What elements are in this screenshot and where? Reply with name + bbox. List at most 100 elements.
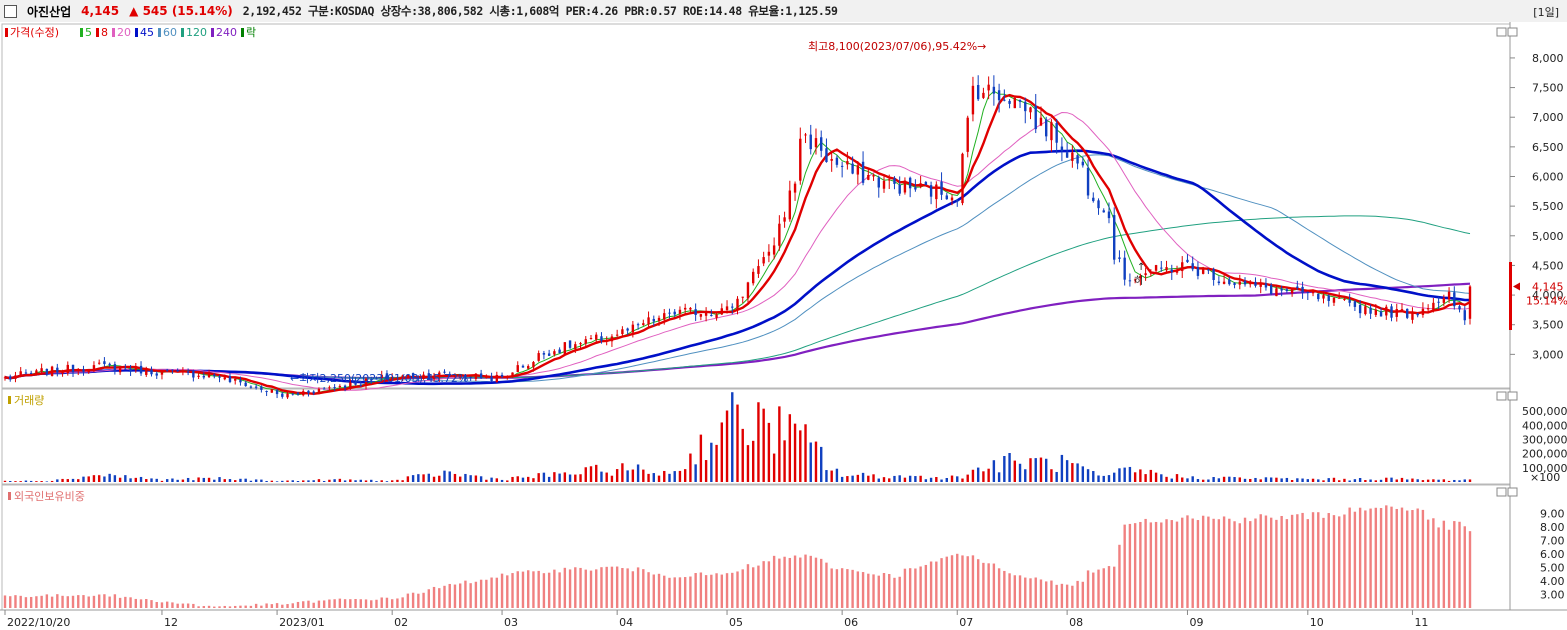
foreign-ratio-bar [898,576,901,608]
volume-bar [192,480,195,482]
period-selector[interactable]: [1일] [1533,6,1559,19]
candle-body [500,374,504,377]
candle-body [595,334,598,340]
candle-body [1406,308,1409,318]
candle-body [77,369,80,371]
foreign-ratio-bar [1322,517,1325,608]
foreign-ratio-bar [1050,580,1053,608]
foreign-ratio-bar [914,568,917,608]
candle-body [1024,101,1027,112]
foreign-ratio-bar [532,571,535,608]
foreign-ratio-bar [66,596,69,608]
volume-bar [19,481,22,482]
volume-bar [992,460,996,482]
volume-bar [1306,479,1310,482]
legend-label: 45 [140,26,154,39]
candle-body [260,386,263,390]
foreign-ratio-bar [364,599,368,608]
foreign-ratio-bar [605,566,608,608]
volume-bar [9,480,12,482]
candle-body [919,183,922,187]
volume-bar [296,481,300,482]
time-tick-label: 08 [1069,616,1083,629]
volume-tick-label: 100,000 [1522,462,1567,475]
volume-bar [207,477,211,482]
volume-bar [642,469,645,482]
foreign-ratio-bar [1442,520,1446,608]
candle-body [914,187,917,190]
volume-bar [328,479,331,482]
candle-body [778,223,781,246]
volume-bar [814,441,818,482]
candle-body [1207,269,1210,271]
volume-bar [270,480,274,482]
foreign-ratio-bar [736,571,739,608]
candle-body [882,180,886,189]
volume-bar [113,475,117,482]
candle-body [474,373,478,379]
volume-bar [877,478,880,482]
volume-bar [626,470,629,482]
candle-body [736,298,739,310]
candle-body [689,307,692,310]
candle-body [1097,200,1100,209]
candle-body [840,165,844,167]
volume-bar [636,464,640,482]
volume-bar [254,479,258,482]
candle-body [1269,285,1273,294]
volume-bar [458,476,462,482]
foreign-ratio-bar [317,600,321,608]
candle-body [589,338,593,340]
candle-body [176,370,179,372]
time-tick-label: 02 [394,616,408,629]
volume-bar [563,472,567,482]
candle-body [411,373,415,378]
volume-bar [511,476,514,482]
select-checkbox[interactable] [4,4,17,18]
foreign-ratio-bar [260,605,263,608]
foreign-ratio-bar [1458,521,1461,608]
low-price-note: ←최저2,250(2023/01/03),45.72% [290,372,468,385]
candle-body [600,336,603,341]
foreign-ratio-bar [103,594,106,608]
volume-bar [275,481,279,482]
volume-bar [364,480,368,482]
candle-body [134,366,138,371]
volume-bar [1411,478,1414,482]
time-tick-label: 2022/10/20 [7,616,70,629]
foreign-ratio-bar [1353,511,1357,608]
candle-body [1379,311,1383,317]
volume-bar [223,479,226,482]
volume-bar [1201,479,1205,482]
time-tick-label: 06 [844,616,858,629]
volume-bar [197,477,200,482]
last-price-pointer-icon [1513,282,1520,291]
volume-bar [124,475,127,482]
candle-body [814,138,818,148]
foreign-ratio-bar [1201,515,1205,608]
foreign-ratio-bar [349,599,352,608]
foreign-ratio-bar [1092,572,1095,608]
foreign-ratio-bar [422,592,425,608]
candle-body [793,183,797,193]
volume-bar [1050,469,1053,482]
volume-bar [935,477,938,482]
foreign-ratio-bar [296,601,300,608]
candle-body [485,376,488,379]
foreign-ratio-bar [1390,506,1393,608]
candle-body [872,175,875,177]
candle-body [1306,291,1310,293]
foreign-ratio-bar [1327,513,1330,608]
foreign-ratio-bar [1259,514,1262,608]
candle-body [772,245,776,255]
candle-body [527,366,530,369]
candle-body [286,393,289,398]
volume-bar [720,422,724,482]
candle-body [464,375,467,378]
candle-body [1249,281,1252,285]
candle-body [631,324,635,333]
candle-body [92,365,96,370]
price-tick-label: 8,000 [1532,52,1564,65]
candle-body [479,373,483,379]
foreign-ratio-bar [485,579,488,608]
